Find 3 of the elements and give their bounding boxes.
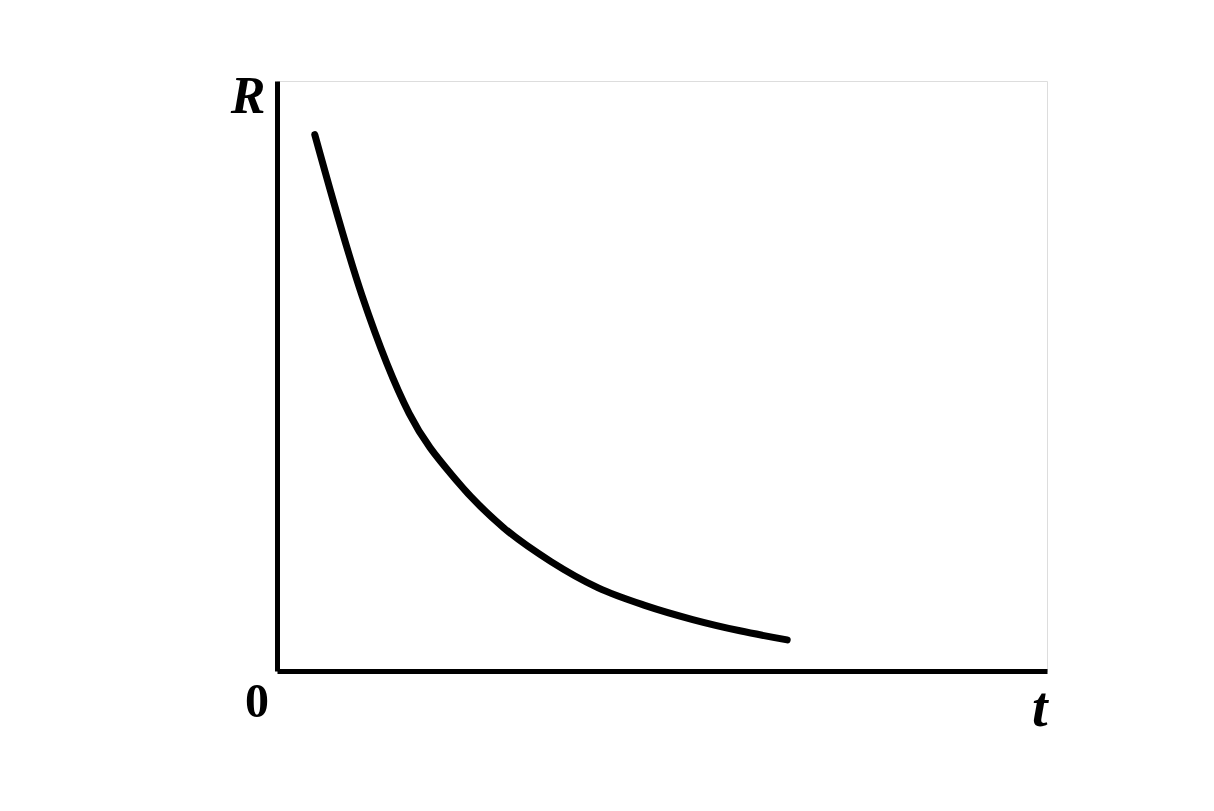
y-axis-title: R	[229, 66, 266, 124]
text: 0	[245, 674, 269, 727]
x-axis-title: t	[1031, 675, 1049, 738]
